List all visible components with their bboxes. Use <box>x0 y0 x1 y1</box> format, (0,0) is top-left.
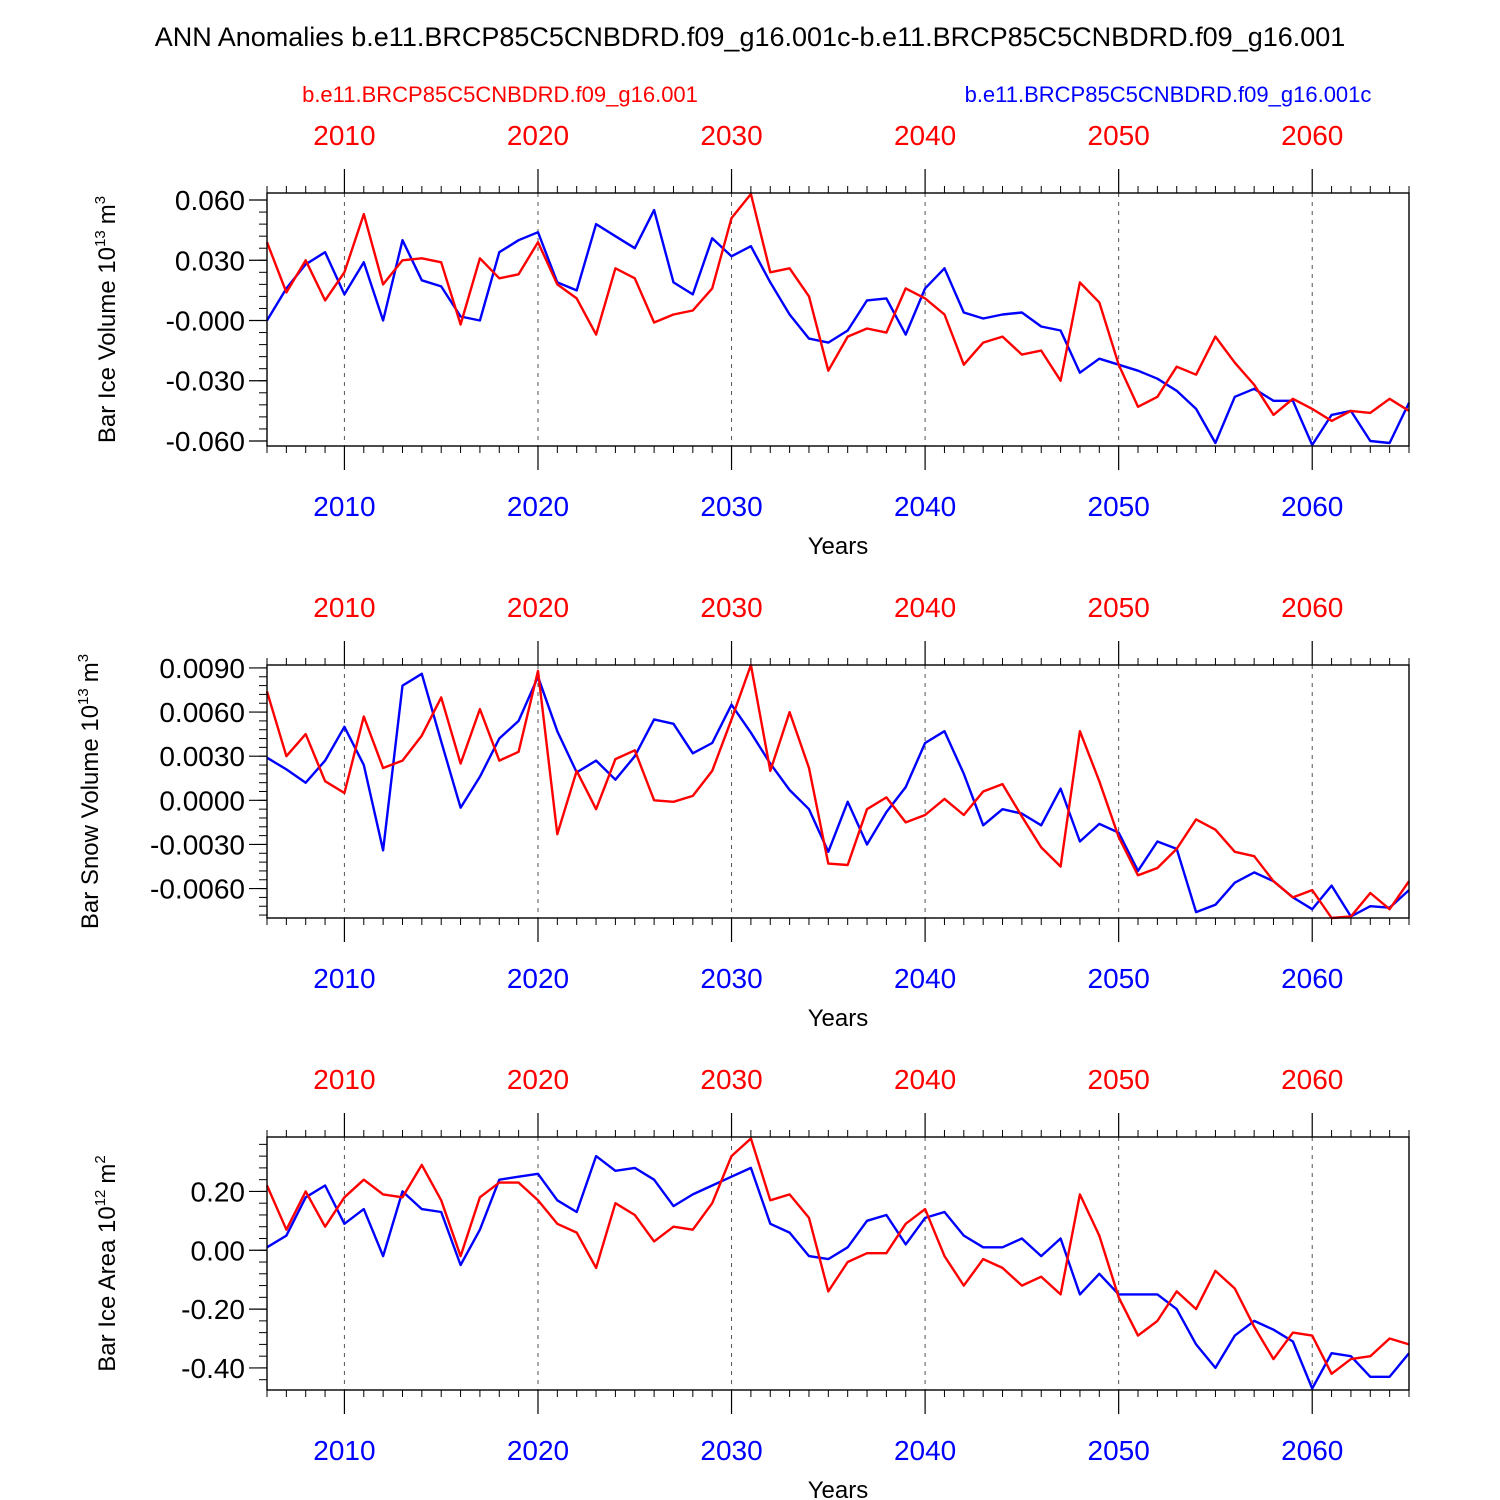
plot-frame <box>266 1136 1410 1391</box>
panel-3: 2010 2010 2020 2020 2030 2030 2040 2040 2050 2050… <box>92 1064 1410 1500</box>
x-axis-label: Years <box>808 533 869 560</box>
x-tick-label-bottom-2010: 2010 <box>313 963 375 994</box>
x-tick-label-bottom-2010: 2010 <box>313 491 375 522</box>
x-tick-label-bottom-2040: 2040 <box>894 491 956 522</box>
x-tick-label-bottom-2020: 2020 <box>507 1435 569 1466</box>
y-tick-label-0: 0.060 <box>175 185 245 216</box>
y-axis-label-exponent: 13 <box>92 230 109 247</box>
x-tick-label-bottom-2040: 2040 <box>894 963 956 994</box>
legend-right-label: b.e11.BRCP85C5CNBDRD.f09_g16.001c <box>965 82 1372 107</box>
panel-2: 2010 2010 2020 2020 2030 2030 2040 2040 2050 2050… <box>75 592 1410 1032</box>
y-axis-label-unit: m <box>94 204 121 224</box>
x-tick-label-top-2050: 2050 <box>1088 592 1150 623</box>
x-tick-label-top-2020: 2020 <box>507 592 569 623</box>
x-tick-label-bottom-2060: 2060 <box>1281 491 1343 522</box>
x-tick-label-bottom-2050: 2050 <box>1088 1435 1150 1466</box>
y-tick-label-2: -0.000 <box>166 306 245 337</box>
y-axis-label-exponent: 13 <box>75 688 92 705</box>
x-tick-label-top-2030: 2030 <box>700 120 762 151</box>
y-tick-label-0: 0.20 <box>191 1176 246 1207</box>
x-tick-label-bottom-2050: 2050 <box>1088 963 1150 994</box>
y-tick-label-3: 0.0000 <box>159 785 245 816</box>
y-axis-label-unit-exponent: 3 <box>92 196 109 204</box>
y-axis-label-unit-exponent: 3 <box>75 654 92 662</box>
series-line-red <box>265 1137 1410 1376</box>
y-tick-label-1: 0.0060 <box>159 697 245 728</box>
x-tick-label-bottom-2060: 2060 <box>1281 963 1343 994</box>
y-axis-label-exponent: 12 <box>92 1190 109 1207</box>
y-tick-label-2: -0.20 <box>181 1294 245 1325</box>
legend-left-label: b.e11.BRCP85C5CNBDRD.f09_g16.001 <box>302 82 698 107</box>
y-axis-label: Bar Ice Area 1012 m2 <box>92 1155 121 1371</box>
x-tick-label-bottom-2030: 2030 <box>700 491 762 522</box>
panel-1: 2010 2010 2020 2020 2030 2030 2040 2040 2050 2050… <box>92 120 1411 560</box>
x-tick-label-bottom-2030: 2030 <box>700 963 762 994</box>
x-tick-label-top-2030: 2030 <box>700 592 762 623</box>
x-tick-label-bottom-2030: 2030 <box>700 1435 762 1466</box>
series-line-blue <box>265 208 1411 447</box>
x-tick-label-bottom-2060: 2060 <box>1281 1435 1343 1466</box>
y-axis-label: Bar Snow Volume 1013 m3 <box>75 654 104 929</box>
x-tick-label-top-2020: 2020 <box>507 1064 569 1095</box>
x-tick-label-top-2010: 2010 <box>313 120 375 151</box>
y-tick-label-3: -0.030 <box>166 366 245 397</box>
y-axis-label-unit: m <box>94 1164 121 1184</box>
y-axis-label-unit-exponent: 2 <box>92 1155 109 1163</box>
x-tick-label-top-2060: 2060 <box>1281 1064 1343 1095</box>
x-tick-label-bottom-2020: 2020 <box>507 963 569 994</box>
y-tick-label-0: 0.0090 <box>159 653 245 684</box>
x-tick-label-bottom-2020: 2020 <box>507 491 569 522</box>
plot-frame <box>266 664 1410 919</box>
y-tick-label-5: -0.0060 <box>150 874 245 905</box>
x-axis-label: Years <box>808 1005 869 1032</box>
x-tick-label-bottom-2050: 2050 <box>1088 491 1150 522</box>
x-axis-label: Years <box>808 1477 869 1500</box>
x-tick-label-top-2040: 2040 <box>894 592 956 623</box>
series-line-red <box>265 192 1410 423</box>
y-tick-label-4: -0.060 <box>166 426 245 457</box>
panels: 2010 2010 2020 2020 2030 2030 2040 2040 2050 2050… <box>75 120 1411 1500</box>
x-tick-label-top-2050: 2050 <box>1088 120 1150 151</box>
series-line-blue <box>266 672 1410 918</box>
x-tick-label-bottom-2010: 2010 <box>313 1435 375 1466</box>
x-tick-label-top-2050: 2050 <box>1088 1064 1150 1095</box>
x-tick-label-top-2010: 2010 <box>313 1064 375 1095</box>
series-line-blue <box>266 1154 1410 1390</box>
y-axis-label-main: Bar Ice Area 10 <box>94 1206 121 1371</box>
y-axis-label-unit: m <box>77 662 104 682</box>
y-axis-label-main: Bar Ice Volume 10 <box>94 247 121 443</box>
x-tick-label-top-2030: 2030 <box>700 1064 762 1095</box>
y-tick-label-1: 0.030 <box>175 245 245 276</box>
y-tick-label-1: 0.00 <box>191 1235 246 1266</box>
x-tick-label-bottom-2040: 2040 <box>894 1435 956 1466</box>
y-tick-label-2: 0.0030 <box>159 741 245 772</box>
series-line-red <box>265 663 1410 920</box>
x-tick-label-top-2060: 2060 <box>1281 592 1343 623</box>
y-tick-label-4: -0.0030 <box>150 829 245 860</box>
figure-title: ANN Anomalies b.e11.BRCP85C5CNBDRD.f09_g… <box>155 22 1346 52</box>
y-axis-label-main: Bar Snow Volume 10 <box>77 705 104 929</box>
y-tick-label-3: -0.40 <box>181 1353 245 1384</box>
x-tick-label-top-2040: 2040 <box>894 120 956 151</box>
x-tick-label-top-2040: 2040 <box>894 1064 956 1095</box>
x-tick-label-top-2010: 2010 <box>313 592 375 623</box>
y-axis-label: Bar Ice Volume 1013 m3 <box>92 196 121 443</box>
x-tick-label-top-2020: 2020 <box>507 120 569 151</box>
plot-frame <box>266 192 1410 447</box>
x-tick-label-top-2060: 2060 <box>1281 120 1343 151</box>
